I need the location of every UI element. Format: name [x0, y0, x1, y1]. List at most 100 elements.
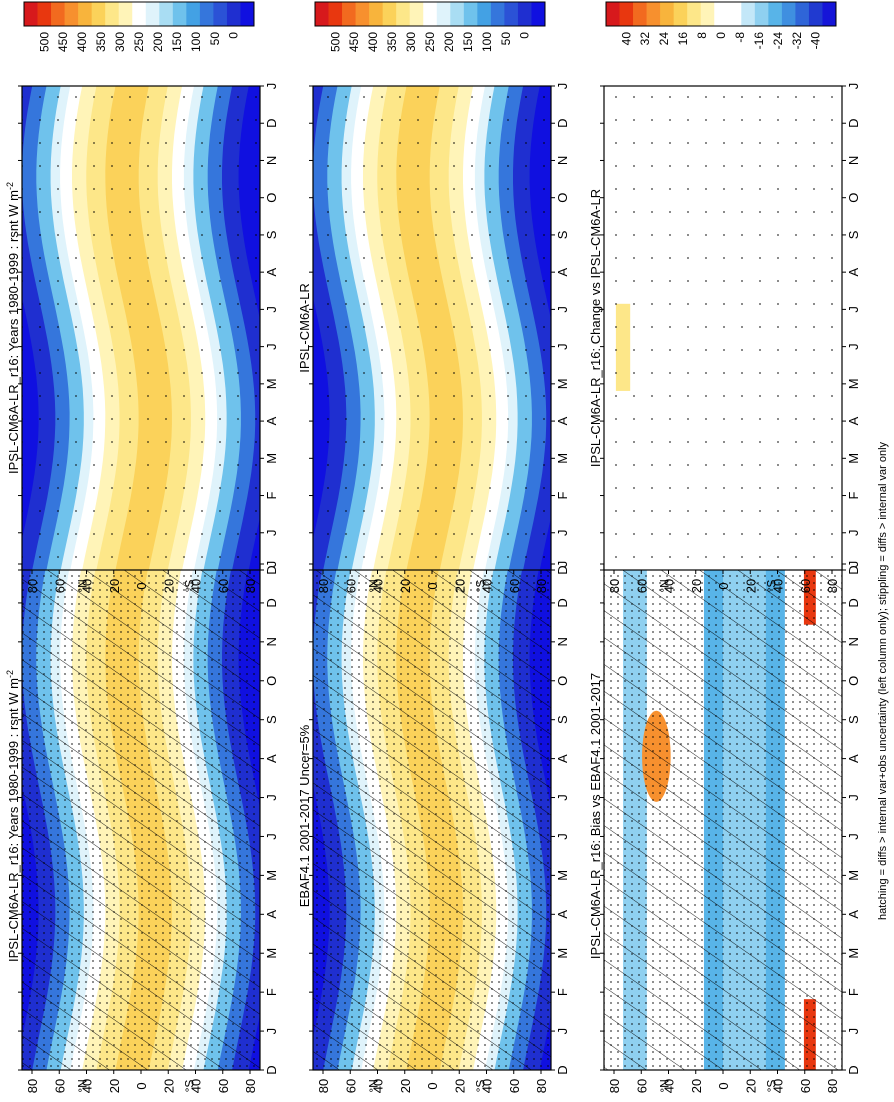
hemisphere-label-north: °N: [657, 579, 671, 592]
panel-model-right: 500 450 400 350 300 250 200 150 100 50 0DJFMAMJJAS…: [5, 1, 279, 593]
latitude-tick-label: 40: [662, 579, 677, 593]
latitude-tick-label: 60: [507, 579, 522, 593]
colorbar-tick-label: 350: [94, 32, 108, 52]
time-tick-label: A: [846, 267, 861, 276]
colorbar-swatch: [382, 2, 397, 26]
time-tick-label: M: [264, 870, 279, 881]
time-tick-label: N: [264, 637, 279, 646]
time-tick-label: N: [555, 156, 570, 165]
latitude-tick-label: 0: [134, 582, 149, 589]
heatmap-field: [21, 563, 261, 1071]
latitude-tick-label: 80: [316, 1079, 331, 1093]
latitude-tick-label: 80: [25, 1079, 40, 1093]
colorbar-tick-label: 350: [385, 32, 399, 52]
title-superscript: -2: [5, 182, 15, 190]
time-tick-label: O: [555, 193, 570, 203]
colorbar-frame: [605, 1, 837, 27]
heatmap-field: [312, 85, 552, 571]
latitude-tick-label: 80: [243, 1079, 258, 1093]
colorbar-tick-label: -32: [790, 32, 804, 50]
panel-change: 40 32 24 16 8 0 -8 -16 -24 -32 -40DJFMAMJJASONDJ80…: [588, 1, 861, 593]
colorbar-swatch: [342, 2, 356, 26]
time-tick-label: A: [555, 267, 570, 276]
time-tick-label: J: [846, 833, 861, 840]
colorbar-swatch: [118, 2, 133, 26]
hemisphere-label-north: °N: [366, 579, 380, 592]
latitude-tick-label: 20: [452, 579, 467, 593]
time-tick-label: O: [264, 676, 279, 686]
time-tick-label: F: [264, 988, 279, 996]
latitude-tick-label: 80: [825, 1079, 840, 1093]
colorbar-tick-label: 300: [404, 32, 418, 52]
panel-title: IPSL-CM6A-LR_r16: Years 1980-1999 : rsnt…: [5, 670, 21, 962]
time-tick-label: D: [264, 119, 279, 128]
time-tick-label: J: [264, 561, 279, 568]
colorbar-swatch: [78, 2, 93, 26]
latitude-tick-label: 60: [798, 579, 813, 593]
time-tick-label: J: [846, 794, 861, 801]
colorbar-swatch: [105, 2, 120, 26]
stippling-overlay: [22, 86, 260, 570]
time-tick-label: J: [264, 833, 279, 840]
latitude-tick-label: 20: [107, 1079, 122, 1093]
colorbar-swatch: [673, 2, 688, 26]
colorbar-tick-label: 450: [347, 32, 361, 52]
colorbar-swatch: [646, 2, 661, 26]
time-tick-label: J: [555, 83, 570, 90]
latitude-tick-label: 80: [534, 1079, 549, 1093]
colorbar-tick-label: -40: [809, 32, 823, 50]
time-tick-label: J: [846, 343, 861, 350]
colorbar-tick-label: 8: [695, 32, 709, 39]
time-tick-label: A: [555, 416, 570, 425]
colorbar-swatch: [450, 2, 465, 26]
colorbar-swatch: [714, 2, 729, 26]
time-tick-label: M: [555, 948, 570, 959]
latitude-tick-label: 80: [316, 579, 331, 593]
time-tick-label: D: [555, 119, 570, 128]
time-tick-label: M: [264, 453, 279, 464]
panel-model-left: 500450400350300250200150100500DJFMAMJJAS…: [5, 467, 279, 1093]
colorbar-swatch: [369, 2, 384, 26]
colorbar-tick-label: 300: [113, 32, 127, 52]
latitude-tick-label: 40: [80, 1079, 95, 1093]
latitude-tick-label: 20: [689, 1079, 704, 1093]
colorbar-swatch: [423, 2, 438, 26]
time-tick-label: D: [555, 565, 570, 574]
time-tick-label: S: [846, 715, 861, 724]
time-tick-label: S: [555, 715, 570, 724]
hemisphere-label-north: °N: [75, 1079, 89, 1092]
time-tick-label: M: [555, 378, 570, 389]
colorbar-swatch: [24, 2, 38, 26]
hemisphere-label-south: °S: [473, 580, 487, 593]
latitude-tick-label: 40: [189, 1079, 204, 1093]
title-superscript: -2: [5, 670, 15, 678]
time-tick-label: A: [264, 416, 279, 425]
colorbar-swatch: [531, 2, 546, 26]
stippling-overlay: [313, 564, 551, 1070]
colorbar-swatch: [477, 2, 492, 26]
latitude-tick-label: 60: [216, 579, 231, 593]
latitude-axis: 80 60 40 20 0 20 40 60 80 °N °S: [607, 570, 840, 593]
latitude-tick-label: 20: [398, 1079, 413, 1093]
latitude-tick-label: 20: [743, 579, 758, 593]
colorbar-swatch: [727, 2, 742, 26]
panel-title: IPSL-CM6A-LR_r16: Bias vs EBAF4.1 2001-2…: [588, 673, 603, 959]
colorbar-swatch: [768, 2, 783, 26]
time-tick-label: J: [555, 1028, 570, 1035]
time-tick-label: J: [555, 561, 570, 568]
time-tick-label: O: [846, 676, 861, 686]
colorbar-swatch: [822, 2, 837, 26]
colorbar-swatch: [808, 2, 823, 26]
colorbar-frame: [23, 1, 255, 27]
latitude-tick-label: 80: [534, 579, 549, 593]
time-tick-label: D: [264, 1065, 279, 1074]
colorbar-tick-label: 50: [499, 32, 513, 46]
colorbar-tick-label: 250: [132, 32, 146, 52]
time-tick-label: F: [264, 492, 279, 500]
latitude-axis: 80 60 40 20 0 20 40 60 80 °N °S: [25, 570, 258, 593]
colorbar-tick-label: 24: [657, 32, 671, 46]
time-tick-label: F: [846, 988, 861, 996]
hemisphere-label-south: °S: [182, 580, 196, 593]
